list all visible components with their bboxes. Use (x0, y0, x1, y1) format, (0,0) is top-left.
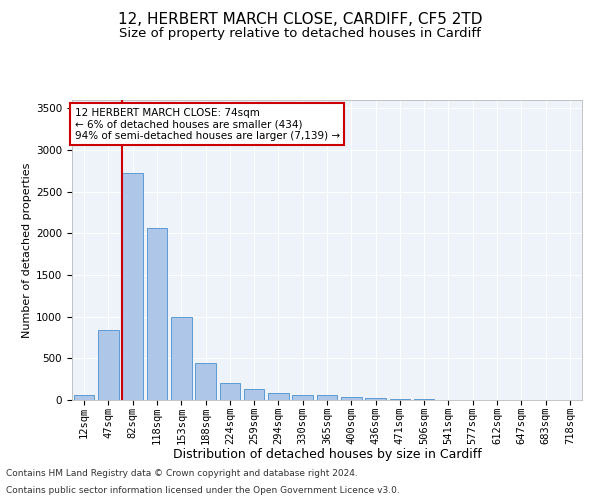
X-axis label: Distribution of detached houses by size in Cardiff: Distribution of detached houses by size … (173, 448, 481, 461)
Bar (220, 384, 240, 400)
Bar (317, 396, 337, 400)
Bar (341, 397, 362, 400)
Text: Size of property relative to detached houses in Cardiff: Size of property relative to detached ho… (119, 28, 481, 40)
Text: 12 HERBERT MARCH CLOSE: 74sqm
← 6% of detached houses are smaller (434)
94% of s: 12 HERBERT MARCH CLOSE: 74sqm ← 6% of de… (74, 108, 340, 140)
Bar (268, 394, 289, 400)
Y-axis label: Number of detached properties: Number of detached properties (22, 162, 32, 338)
Bar (122, 174, 143, 400)
Bar (292, 395, 313, 400)
Bar (146, 228, 167, 400)
Bar (389, 399, 410, 400)
Bar (365, 398, 386, 400)
Bar (195, 362, 216, 400)
Text: 12, HERBERT MARCH CLOSE, CARDIFF, CF5 2TD: 12, HERBERT MARCH CLOSE, CARDIFF, CF5 2T… (118, 12, 482, 28)
Bar (244, 389, 265, 400)
Bar (171, 316, 191, 400)
Text: Contains public sector information licensed under the Open Government Licence v3: Contains public sector information licen… (6, 486, 400, 495)
Text: Contains HM Land Registry data © Crown copyright and database right 2024.: Contains HM Land Registry data © Crown c… (6, 468, 358, 477)
Bar (98, 330, 119, 400)
Bar (74, 396, 94, 400)
